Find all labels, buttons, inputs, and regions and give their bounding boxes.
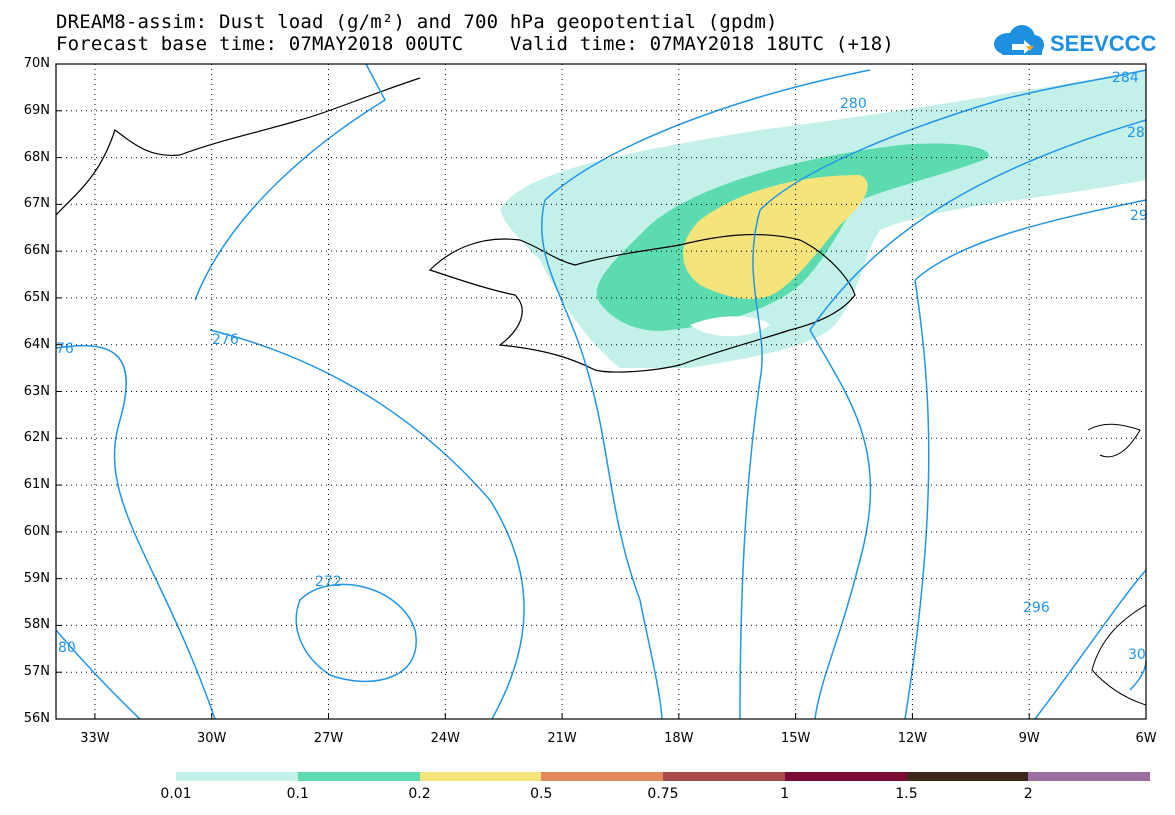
lat-label: 59N	[23, 570, 50, 586]
colorbar-swatch	[1028, 772, 1150, 781]
contour-284	[739, 69, 1146, 719]
lon-label: 30W	[197, 731, 227, 746]
lat-label: 56N	[23, 711, 50, 726]
colorbar-label: 1	[780, 786, 790, 802]
colorbar-label: 2	[1023, 786, 1033, 802]
lat-label: 69N	[23, 102, 50, 118]
lon-label: 27W	[313, 731, 344, 746]
colorbar-swatch	[906, 772, 1029, 781]
colorbar-label: 0.1	[286, 786, 309, 802]
lat-label: 68N	[23, 149, 50, 165]
iceland-coast	[428, 233, 856, 373]
colorbar-label: 0.2	[408, 786, 431, 802]
logo-text: SEEVCCC	[1050, 31, 1156, 56]
lon-label: 33W	[80, 731, 110, 746]
colorbar-label: 0.75	[647, 786, 679, 802]
contour-label-300: 30	[1128, 647, 1146, 663]
lon-label: 12W	[897, 731, 928, 746]
contour-label-280-edge: 80	[58, 640, 76, 656]
lat-label: 64N	[23, 336, 50, 352]
lat-label: 62N	[23, 430, 50, 446]
contour-300	[1129, 659, 1146, 691]
colorbar-label: 0.01	[160, 786, 192, 802]
contour-label-276-edge: 76	[56, 341, 74, 357]
lat-label: 70N	[23, 56, 50, 71]
lat-label: 67N	[23, 196, 50, 212]
lat-label: 57N	[23, 664, 50, 680]
lon-label: 6W	[1135, 731, 1157, 746]
forecast-time-line: Forecast base time: 07MAY2018 00UTC Vali…	[56, 33, 895, 55]
colorbar-swatch	[176, 772, 298, 781]
contour-272	[295, 583, 417, 683]
greenland-coast	[56, 77, 421, 216]
lon-label: 15W	[780, 731, 811, 746]
lon-label: 24W	[430, 731, 460, 746]
dust-clear-patch	[690, 316, 770, 337]
map-title: DREAM8-assim: Dust load (g/m²) and 700 h…	[56, 11, 778, 33]
contour-label-284: 284	[1112, 70, 1139, 86]
colorbar-label: 0.5	[530, 786, 553, 802]
lat-label: 66N	[23, 243, 50, 259]
graticule	[56, 64, 1146, 719]
colorbar-label: 1.5	[895, 786, 918, 802]
contour-label-272: 272	[315, 574, 342, 590]
colorbar-swatch	[784, 772, 907, 781]
lat-label: 65N	[23, 289, 50, 305]
lat-label: 63N	[23, 383, 50, 399]
contour-296	[1034, 569, 1146, 719]
contour-label-292: 29	[1130, 208, 1148, 224]
lat-label: 61N	[23, 477, 50, 493]
lat-label: 60N	[23, 523, 50, 539]
lon-label: 9W	[1018, 731, 1040, 746]
cloud-logo-icon	[994, 25, 1044, 55]
contour-label-296: 296	[1023, 600, 1050, 616]
colorbar-swatch	[541, 772, 663, 781]
lon-label: 21W	[547, 731, 577, 746]
scotland-coast	[1091, 604, 1146, 706]
contour-292	[904, 199, 1146, 719]
colorbar-swatch	[419, 772, 542, 781]
contour-label-280: 280	[840, 96, 867, 112]
contour-276	[56, 64, 525, 719]
colorbar-swatch	[663, 772, 785, 781]
lat-label: 58N	[23, 617, 50, 633]
contour-280	[56, 69, 871, 719]
contour-288	[809, 119, 1146, 719]
axis-ticks	[56, 63, 1147, 720]
contour-label-276: 276	[212, 332, 239, 348]
seevccc-logo: SEEVCCC	[994, 25, 1156, 56]
colorbar-swatch	[297, 772, 420, 781]
contour-label-288: 28	[1127, 125, 1145, 141]
dust-area-0.2	[683, 175, 868, 300]
lon-label: 18W	[664, 731, 694, 746]
faroe-islands	[1087, 423, 1141, 458]
